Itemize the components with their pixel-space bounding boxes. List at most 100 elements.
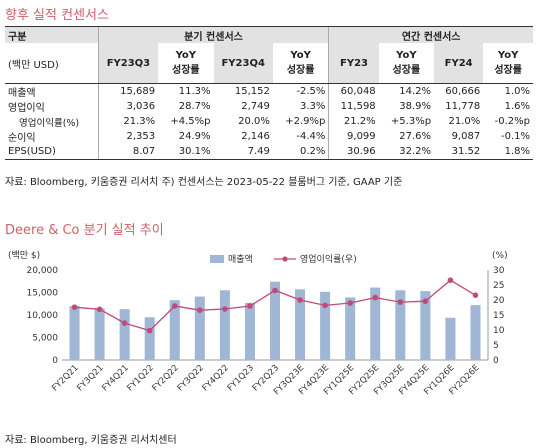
table-cell: 9,099 — [328, 129, 379, 144]
right-tick-label: 15 — [493, 311, 504, 321]
point-operating-margin — [372, 294, 379, 301]
x-tick-label: FY4Q21 — [100, 363, 130, 393]
legend-bar-swatch — [210, 255, 224, 263]
table-cell: -0.2%p — [494, 116, 530, 127]
table-row: 순이익 2,353 24.9% 2,146 -4.4% 9,099 27.6% … — [5, 129, 533, 144]
point-operating-margin — [397, 299, 404, 305]
right-axis-unit: (%) — [492, 251, 508, 261]
table-cell: 1.0% — [504, 86, 530, 97]
bar-revenue — [345, 297, 356, 360]
table-cell: 15,152 — [234, 86, 270, 97]
point-operating-margin — [71, 304, 78, 310]
section1-title: 향후 실적 컨센서스 — [5, 8, 109, 23]
point-operating-margin — [121, 320, 128, 326]
header-group-annual: 연간 컨센서스 — [328, 26, 533, 43]
legend-line-marker — [282, 256, 288, 262]
table-cell: 11.3% — [178, 86, 211, 97]
left-tick-label: 0 — [52, 356, 58, 366]
table-cell: -4.4% — [296, 131, 326, 142]
point-operating-margin — [197, 307, 203, 313]
header-unit: (백만 USD) — [5, 43, 99, 84]
table-cell: 9,087 — [451, 131, 481, 142]
table-cell: 7.49 — [213, 144, 273, 160]
table-cell: 24.9% — [178, 131, 211, 142]
table-cell: 30.1% — [158, 144, 214, 160]
table-cell: 11,778 — [445, 101, 481, 112]
point-operating-margin — [447, 277, 454, 283]
header-yoy: YoY 성장률 — [272, 43, 329, 84]
table-cell: 2,749 — [241, 101, 270, 112]
table-cell: 21.2% — [328, 114, 379, 129]
table-cell: 14.2% — [399, 86, 432, 97]
consensus-table: 구분 분기 컨센서스 연간 컨센서스 (백만 USD) FY23Q3 YoY 성장… — [5, 26, 533, 160]
header-fy23: FY23 — [328, 43, 379, 84]
point-operating-margin — [297, 297, 303, 303]
bar-revenue — [395, 290, 406, 360]
legend-bar-label: 매출액 — [228, 253, 253, 265]
row-label: EPS(USD) — [5, 144, 99, 160]
right-tick-label: 30 — [493, 266, 505, 276]
right-tick-label: 10 — [493, 326, 505, 336]
table-cell: -2.5% — [296, 86, 326, 97]
right-tick-label: 20 — [493, 296, 505, 306]
bar-revenue — [119, 309, 130, 360]
table-cell: 28.7% — [178, 101, 211, 112]
table-source-note: 자료: Bloomberg, 키움증권 리서치 주) 컨센서스는 2023-05… — [5, 177, 403, 188]
row-label: 영업이익 — [8, 103, 45, 114]
header-yoy: YoY 성장률 — [378, 43, 435, 84]
point-operating-margin — [146, 327, 153, 334]
table-cell: 1.6% — [504, 101, 530, 112]
left-axis-unit: (백만 $) — [8, 250, 40, 261]
point-operating-margin — [171, 303, 178, 309]
bar-revenue — [470, 305, 481, 360]
table-header-row-2: (백만 USD) FY23Q3 YoY 성장률 FY23Q4 YoY 성장률 FY2… — [5, 43, 533, 84]
table-cell: +5.3%p — [390, 116, 432, 127]
header-yoy: YoY 성장률 — [483, 43, 533, 84]
table-cell: +4.5%p — [170, 116, 211, 127]
bar-revenue — [269, 281, 281, 360]
table-cell: 21.3% — [97, 114, 159, 129]
left-tick-label: 15,000 — [27, 289, 59, 299]
header-group-quarterly: 분기 컨센서스 — [97, 26, 329, 43]
table-cell: 27.6% — [399, 131, 432, 142]
table-cell: 1.8% — [483, 144, 533, 160]
row-label: 순이익 — [8, 133, 36, 144]
x-tick-label: FY2Q21 — [50, 363, 80, 393]
table-cell: 32.2% — [378, 144, 435, 160]
bar-revenue — [69, 306, 80, 360]
table-cell: 2,353 — [97, 129, 159, 144]
table-row: EPS(USD) 8.07 30.1% 7.49 0.2% 30.96 32.2… — [5, 144, 533, 160]
bar-revenue — [144, 317, 155, 360]
bar-revenue — [219, 290, 230, 360]
chart-source-note: 자료: Bloomberg, 키움증권 리서치센터 — [5, 435, 177, 446]
table-cell: 0.2% — [272, 144, 329, 160]
x-tick-label: FY1Q22 — [125, 363, 155, 393]
bar-revenue — [194, 296, 205, 360]
row-label: 영업이익률(%) — [19, 117, 80, 129]
header-fy24: FY24 — [434, 43, 484, 84]
header-col0: 구분 — [5, 26, 99, 43]
table-header-row-1: 구분 분기 컨센서스 연간 컨센서스 — [5, 26, 533, 43]
table-cell: 38.9% — [399, 101, 432, 112]
bar-revenue — [320, 291, 331, 360]
bar-revenue — [295, 289, 306, 360]
table-cell: 8.07 — [97, 144, 159, 160]
header-fy23q4: FY23Q4 — [213, 43, 273, 84]
table-cell: 60,048 — [328, 83, 379, 99]
table-cell: 31.52 — [434, 144, 484, 160]
point-operating-margin — [347, 300, 353, 306]
point-operating-margin — [96, 306, 103, 313]
bar-revenue — [370, 287, 381, 360]
header-fy23q3: FY23Q3 — [97, 43, 159, 84]
table-cell: 3.3% — [299, 101, 326, 112]
left-tick-label: 10,000 — [27, 311, 59, 321]
revenue-margin-chart: (백만 $) (%) 매출액 영업이익률(우) 0 5,000 10,000 15,000 20… — [8, 250, 508, 397]
legend-line-label: 영업이익률(우) — [300, 253, 357, 265]
point-operating-margin — [222, 306, 228, 312]
point-operating-margin — [272, 287, 278, 294]
x-tick-label: FY2Q22 — [150, 363, 180, 393]
left-tick-label: 20,000 — [27, 266, 59, 276]
x-tick-label: FY4Q22 — [201, 363, 231, 393]
table-cell: 2,146 — [241, 131, 270, 142]
bar-revenue — [169, 300, 180, 360]
